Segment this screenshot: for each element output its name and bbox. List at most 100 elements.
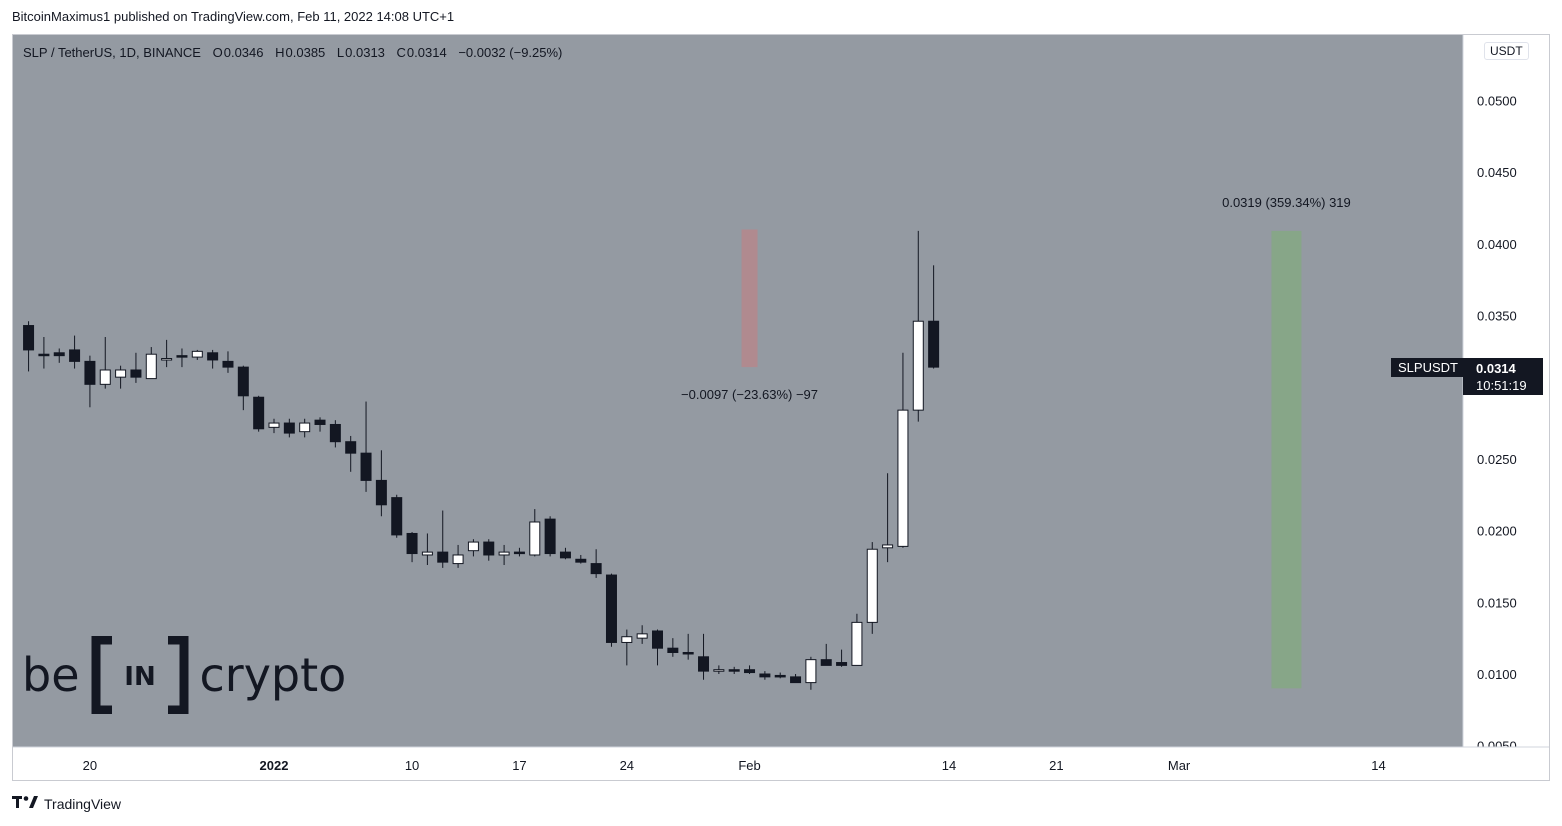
bear-candle — [667, 638, 679, 657]
bull-candle — [498, 544, 510, 566]
legend-close-label: C — [396, 45, 406, 60]
candle-body — [38, 353, 50, 357]
legend-change: −0.0032 (−9.25%) — [458, 45, 563, 60]
legend-close-value: 0.0314 — [406, 45, 447, 60]
candle-body — [299, 422, 311, 433]
tradingview-logo-icon — [12, 795, 38, 812]
bull-candle — [191, 349, 203, 360]
footer-brand: TradingView — [44, 795, 122, 812]
candle-body — [360, 452, 372, 481]
candle-body — [115, 369, 127, 378]
candle-body — [253, 396, 265, 430]
legend-low-value: 0.0313 — [345, 45, 385, 60]
bull-candle — [145, 347, 157, 380]
bear-candle — [820, 643, 832, 666]
profit-zone — [1271, 230, 1302, 689]
time-tick-label: 2022 — [260, 758, 289, 773]
candle-body — [222, 360, 234, 368]
bear-candle — [69, 335, 81, 369]
price-tick-label: 0.0400 — [1477, 237, 1517, 252]
time-tick-label: 21 — [1049, 758, 1063, 773]
candle-body — [836, 662, 848, 666]
candle-body — [421, 551, 433, 556]
price-tick-label: 0.0100 — [1477, 667, 1517, 682]
candle-body — [636, 633, 648, 639]
bull-candle — [621, 629, 633, 666]
candle-body — [391, 497, 403, 536]
tradingview-footer[interactable]: TradingView — [12, 795, 121, 812]
bull-candle — [882, 473, 894, 563]
bear-candle — [391, 494, 403, 538]
watermark-bracket-logo: IN — [90, 635, 190, 715]
bull-candle — [161, 339, 173, 368]
candle-body — [99, 369, 111, 385]
bull-candle — [268, 418, 280, 434]
published-line: BitcoinMaximus1 published on TradingView… — [12, 9, 455, 24]
time-tick-label: Mar — [1168, 758, 1191, 773]
candle-body — [928, 320, 940, 368]
bear-candle — [744, 665, 756, 674]
time-tick-label: 17 — [512, 758, 526, 773]
candle-body — [498, 551, 510, 556]
bear-candle — [406, 532, 418, 563]
legend-open-label: O — [212, 45, 223, 60]
bear-candle — [130, 352, 142, 383]
candle-body — [207, 352, 219, 361]
bear-candle — [53, 348, 65, 363]
candle-body — [866, 548, 878, 623]
candle-body — [897, 409, 909, 547]
candle-body — [268, 422, 280, 428]
candle-body — [759, 673, 771, 678]
candle-body — [437, 551, 449, 563]
bear-candle — [38, 337, 50, 369]
bear-candle — [682, 633, 694, 660]
candle-body — [529, 521, 541, 556]
bear-candle — [774, 672, 786, 679]
bull-candle — [636, 625, 648, 644]
bull-candle — [713, 665, 725, 674]
bar-countdown: 10:51:19 — [1476, 378, 1527, 393]
candle-body — [652, 630, 663, 649]
bear-candle — [836, 649, 848, 667]
candle-body — [283, 422, 295, 434]
bull-candle — [805, 656, 817, 690]
price-tick-label: 0.0350 — [1477, 309, 1517, 324]
last-price-tag: 0.0314 10:51:19 — [1463, 358, 1543, 395]
bull-candle — [421, 533, 433, 566]
legend-low-label: L — [336, 45, 345, 60]
bear-candle — [559, 547, 571, 560]
bear-candle — [23, 321, 35, 372]
candle-body — [682, 651, 694, 655]
bear-candle — [375, 450, 387, 517]
candle-body — [329, 423, 341, 443]
loss-zone — [741, 229, 758, 368]
price-tick-label: 0.0450 — [1477, 165, 1517, 180]
candle-body — [314, 419, 326, 425]
candle-body — [713, 669, 725, 672]
candle-body — [744, 669, 756, 674]
time-tick-label: 24 — [620, 758, 634, 773]
candle-body — [345, 441, 357, 454]
time-tick-label: 14 — [942, 758, 956, 773]
time-tick-label: 20 — [83, 758, 97, 773]
candle-body — [483, 541, 495, 556]
candle-body — [575, 558, 587, 563]
bear-candle — [790, 674, 802, 684]
last-price-value: 0.0314 — [1476, 361, 1516, 376]
bear-candle — [207, 349, 219, 369]
bull-candle — [866, 542, 878, 634]
bear-candle — [590, 549, 602, 578]
bear-candle — [437, 510, 449, 568]
legend-symbol[interactable]: SLP / TetherUS, 1D, BINANCE — [23, 45, 201, 60]
bear-candle — [176, 348, 188, 368]
candle-body — [820, 659, 832, 666]
bear-candle — [605, 573, 617, 647]
candle-body — [605, 574, 617, 643]
candle-body — [161, 358, 173, 361]
price-tick-label: 0.0500 — [1477, 93, 1517, 108]
time-tick-label: 10 — [405, 758, 419, 773]
watermark-left: be — [22, 648, 80, 702]
currency-button[interactable]: USDT — [1484, 42, 1529, 60]
candle-body — [69, 349, 81, 362]
bear-candle — [698, 633, 710, 680]
